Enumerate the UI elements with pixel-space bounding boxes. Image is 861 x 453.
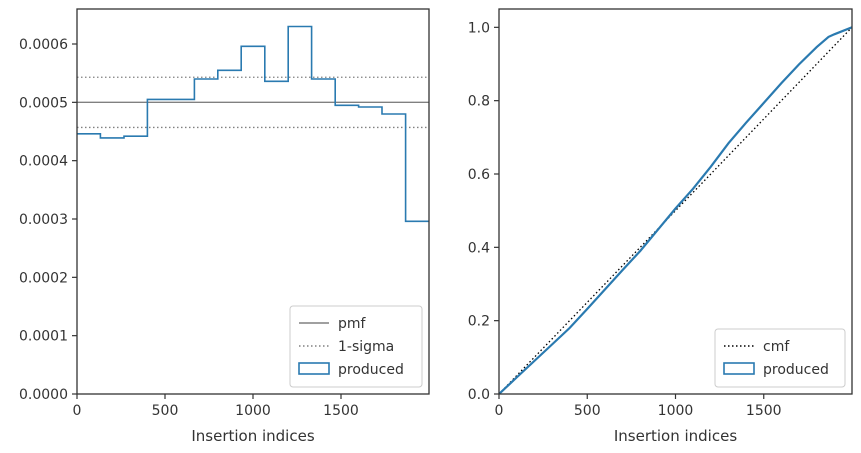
legend-swatch-produced	[298, 362, 330, 375]
legend: cmf produced	[714, 328, 846, 388]
y-tick-label: 0.0003	[19, 212, 68, 228]
x-tick-label: 500	[152, 403, 179, 419]
produced-series-line	[499, 26, 852, 394]
legend-label-cmf: cmf	[763, 339, 790, 355]
y-tick-label: 0.8	[468, 94, 490, 110]
y-tick-label: 0.2	[468, 314, 490, 330]
y-tick-label: 0.0	[468, 387, 490, 403]
x-tick-label: 1500	[746, 403, 782, 419]
y-tick-label: 0.0004	[19, 154, 68, 170]
pmf-histogram-panel: 0 500 1000 1500 0.0000 0.0001 0.0002 0.0003 0.00…	[19, 8, 430, 445]
x-tick-label: 1000	[235, 403, 271, 419]
y-tick-label: 0.0006	[19, 37, 68, 53]
cmf-panel: 0 500 1000 1500 0.0 0.2 0.4 0.6 0.8 1.0 Insertion …	[468, 8, 853, 445]
x-tick-label: 1000	[658, 403, 694, 419]
y-tick-label: 1.0	[468, 20, 490, 36]
x-axis-label: Insertion indices	[191, 427, 314, 445]
y-tick-label: 0.6	[468, 167, 490, 183]
y-tick-label: 0.0001	[19, 329, 68, 345]
y-tick-label: 0.4	[468, 240, 490, 256]
legend-label-produced: produced	[763, 362, 829, 378]
produced-step-series	[77, 25, 429, 223]
legend-swatch-produced	[723, 362, 755, 375]
legend-label-pmf: pmf	[338, 316, 367, 332]
plot-area	[77, 25, 429, 223]
y-tick-label: 0.0005	[19, 95, 68, 111]
y-tick-label: 0.0000	[19, 387, 68, 403]
legend-label-1-sigma: 1-sigma	[338, 339, 394, 355]
legend-label-produced: produced	[338, 362, 404, 378]
y-tick-label: 0.0002	[19, 270, 68, 286]
legend-box	[289, 305, 423, 388]
plot-area	[499, 26, 852, 394]
legend-box	[714, 328, 846, 388]
x-axis-label: Insertion indices	[614, 427, 737, 445]
cmf-series-line	[499, 26, 852, 394]
x-tick-label: 500	[574, 403, 601, 419]
legend: pmf 1-sigma produced	[289, 305, 423, 388]
x-tick-label: 1500	[323, 403, 359, 419]
x-tick-label: 0	[495, 403, 504, 419]
x-tick-label: 0	[73, 403, 82, 419]
